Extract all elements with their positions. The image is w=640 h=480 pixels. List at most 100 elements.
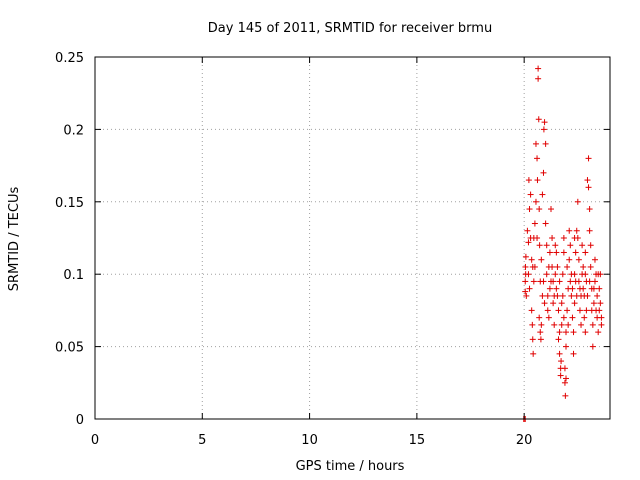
data-point xyxy=(522,263,529,270)
data-point xyxy=(543,271,550,278)
data-point xyxy=(542,140,549,147)
data-point xyxy=(541,119,548,126)
data-point xyxy=(580,263,587,270)
data-point xyxy=(590,285,597,292)
data-point xyxy=(554,263,561,270)
data-point xyxy=(563,375,570,382)
data-point xyxy=(569,285,576,292)
data-point xyxy=(527,191,534,198)
data-point xyxy=(571,271,578,278)
data-point xyxy=(534,155,541,162)
data-point xyxy=(525,177,532,184)
y-axis-label: SRMTID / TECUs xyxy=(7,187,22,292)
data-point xyxy=(525,271,532,278)
data-point xyxy=(591,256,598,263)
data-point xyxy=(594,292,601,299)
data-point xyxy=(534,177,541,184)
y-tick-label: 0 xyxy=(76,413,84,428)
data-point xyxy=(586,227,593,234)
data-point xyxy=(537,336,544,343)
data-point xyxy=(555,307,562,314)
data-point xyxy=(551,292,558,299)
data-point xyxy=(541,300,548,307)
data-point xyxy=(565,321,572,328)
data-point xyxy=(596,285,603,292)
data-point xyxy=(549,235,556,241)
data-point xyxy=(590,300,597,307)
data-point xyxy=(593,307,600,314)
data-point xyxy=(535,75,542,82)
data-point xyxy=(532,140,539,147)
data-point xyxy=(547,206,554,213)
data-point xyxy=(560,235,567,241)
data-point xyxy=(597,300,604,307)
data-point xyxy=(585,155,592,162)
data-point xyxy=(530,235,537,241)
data-point xyxy=(543,242,550,249)
data-point xyxy=(555,336,562,343)
data-point xyxy=(539,292,546,299)
data-point xyxy=(528,256,535,263)
data-point xyxy=(529,263,536,270)
data-point xyxy=(522,278,529,285)
data-point xyxy=(538,256,545,263)
data-point xyxy=(589,343,596,350)
data-point xyxy=(556,329,563,336)
data-point xyxy=(595,271,602,278)
data-point xyxy=(557,372,564,379)
data-point xyxy=(552,242,559,249)
data-point xyxy=(540,169,547,176)
data-point xyxy=(536,242,543,249)
data-point xyxy=(564,263,571,270)
data-point xyxy=(547,278,554,285)
axis-ticks xyxy=(94,56,610,420)
data-point xyxy=(589,321,596,328)
y-tick-label: 0.25 xyxy=(55,51,84,66)
data-point xyxy=(561,365,568,372)
data-point xyxy=(571,300,578,307)
data-point xyxy=(544,307,551,314)
data-point xyxy=(583,307,590,314)
data-point xyxy=(530,350,537,357)
data-point xyxy=(564,307,571,314)
data-point xyxy=(546,285,553,292)
data-point xyxy=(581,314,588,321)
data-point xyxy=(569,314,576,321)
data-point xyxy=(566,227,573,234)
data-point xyxy=(582,271,589,278)
data-point xyxy=(570,329,577,336)
data-point xyxy=(587,242,594,249)
data-point xyxy=(546,249,553,256)
data-point xyxy=(578,321,585,328)
data-point xyxy=(578,292,585,299)
data-point xyxy=(587,263,594,270)
data-point xyxy=(560,249,567,256)
data-point xyxy=(531,220,538,227)
data-point xyxy=(529,321,536,328)
data-point xyxy=(580,285,587,292)
data-point xyxy=(536,314,543,321)
data-point xyxy=(559,271,566,278)
data-point xyxy=(570,350,577,357)
data-point xyxy=(567,242,574,249)
x-tick-labels: 0 5 10 15 20 xyxy=(91,433,533,448)
data-point xyxy=(571,235,578,241)
data-point xyxy=(582,249,589,256)
y-tick-label: 0.1 xyxy=(63,268,84,283)
data-point xyxy=(529,336,536,343)
plot-frame xyxy=(94,56,611,420)
data-point xyxy=(544,292,551,299)
data-point xyxy=(553,285,560,292)
data-point xyxy=(582,329,589,336)
data-point xyxy=(545,314,552,321)
data-point xyxy=(522,253,529,260)
y-tick-label: 0.05 xyxy=(55,341,84,356)
data-point xyxy=(558,358,565,365)
data-point xyxy=(536,206,543,213)
data-point xyxy=(558,321,565,328)
data-point xyxy=(598,321,605,328)
data-point xyxy=(572,249,579,256)
x-axis-label: GPS time / hours xyxy=(296,459,405,474)
data-point xyxy=(563,343,570,350)
data-point xyxy=(552,271,559,278)
